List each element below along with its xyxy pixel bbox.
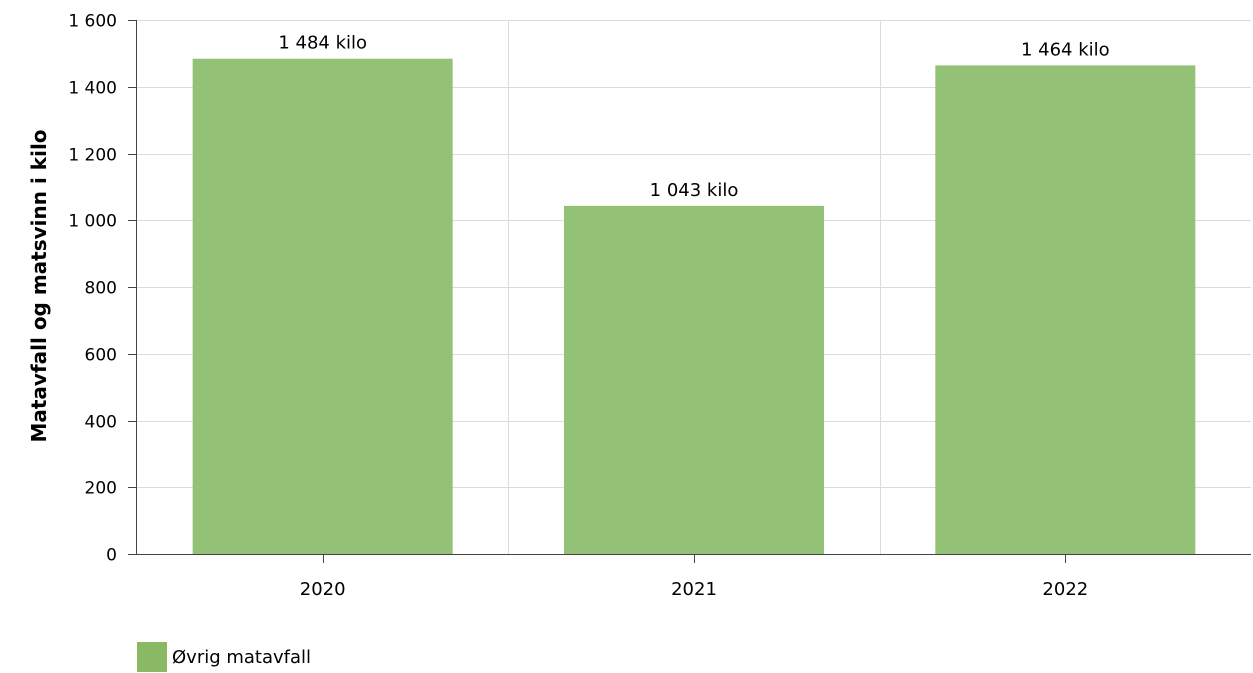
- labels: 0 200 400 600 800 1 000 1 200 1 400 1 600 1 484 k…: [68, 12, 1109, 601]
- y-tick-label: 1 000: [68, 212, 117, 232]
- bar-2020: [192, 58, 453, 555]
- bar-2022: [935, 65, 1196, 554]
- y-tick-label: 1 200: [68, 146, 117, 166]
- bar-value-label: 1 043 kilo: [650, 180, 739, 201]
- x-tick-label: 2021: [671, 579, 717, 600]
- legend-label: Øvrig matavfall: [172, 646, 312, 668]
- axes: [128, 20, 1251, 563]
- x-tick-label: 2020: [300, 579, 346, 600]
- y-tick-label: 200: [85, 479, 117, 499]
- y-tick-label: 1 600: [68, 12, 117, 32]
- legend-swatch: [137, 642, 167, 672]
- legend: Øvrig matavfall: [137, 641, 311, 673]
- bar-value-label: 1 464 kilo: [1021, 39, 1110, 60]
- y-tick-label: 1 400: [68, 79, 117, 99]
- bars: [192, 58, 1196, 555]
- bar-value-label: 1 484 kilo: [278, 33, 367, 54]
- y-tick-label: 0: [106, 546, 117, 566]
- y-tick-label: 600: [85, 346, 117, 366]
- bar-2021: [564, 205, 824, 554]
- x-tick-label: 2022: [1042, 579, 1088, 600]
- y-axis-title: Matavfall og matsvinn i kilo: [27, 129, 51, 442]
- y-tick-label: 400: [85, 413, 117, 433]
- y-tick-label: 800: [85, 279, 117, 299]
